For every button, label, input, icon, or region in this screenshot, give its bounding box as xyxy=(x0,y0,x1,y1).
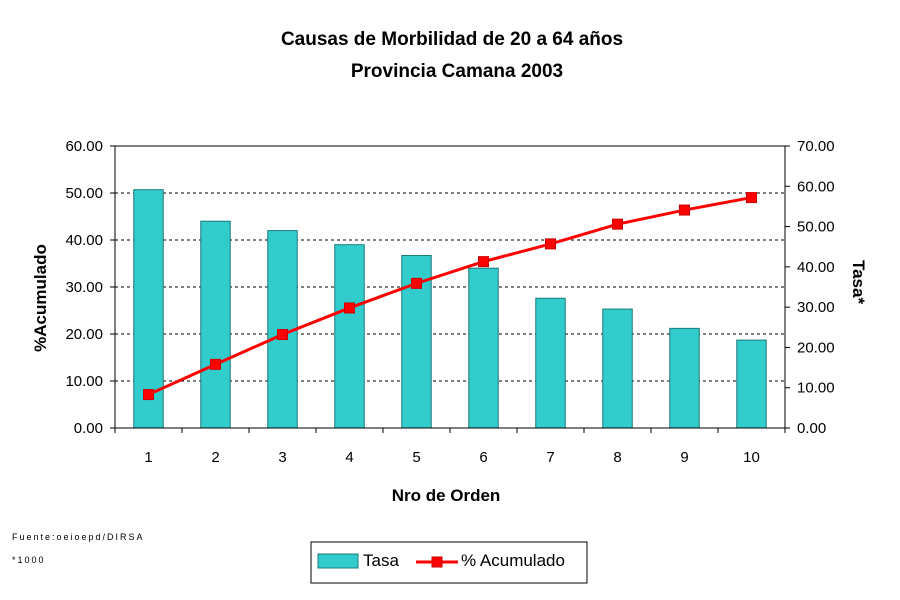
bar xyxy=(468,267,499,429)
line-point xyxy=(679,204,690,216)
line-point xyxy=(210,358,221,370)
x-tick-label: 5 xyxy=(412,449,420,466)
right-tick-label: 10.00 xyxy=(797,380,835,397)
line-point xyxy=(612,218,623,230)
source-note: Fuente:oeioepd/DIRSA xyxy=(12,532,145,542)
right-tick-label: 40.00 xyxy=(797,259,835,276)
left-tick-label: 10.00 xyxy=(65,373,103,390)
right-tick-label: 50.00 xyxy=(797,219,835,236)
legend-swatch-tasa xyxy=(317,553,359,569)
line-point xyxy=(411,277,422,289)
x-tick-label: 6 xyxy=(479,449,487,466)
left-tick-label: 50.00 xyxy=(65,185,103,202)
line-point xyxy=(746,192,757,204)
legend: Tasa % Acumulado xyxy=(310,541,588,584)
left-tick-label: 30.00 xyxy=(65,279,103,296)
footnote: *1000 xyxy=(12,555,46,565)
series-line xyxy=(147,196,752,396)
line-point xyxy=(277,329,288,341)
right-tick-label: 70.00 xyxy=(797,138,835,155)
bar xyxy=(133,189,164,429)
legend-marker-acumulado xyxy=(431,556,443,568)
bar xyxy=(200,220,231,429)
legend-label-acumulado: % Acumulado xyxy=(461,551,565,570)
right-tick-label: 30.00 xyxy=(797,299,835,316)
right-tick-label: 60.00 xyxy=(797,178,835,195)
right-tick-label: 0.00 xyxy=(797,420,826,437)
bar xyxy=(602,308,633,429)
left-tick-label: 40.00 xyxy=(65,232,103,249)
bar xyxy=(334,244,365,429)
x-tick-label: 2 xyxy=(211,449,219,466)
legend-label-tasa: Tasa xyxy=(363,551,399,570)
x-tick-label: 4 xyxy=(345,449,353,466)
line-series xyxy=(143,192,757,401)
left-tick-label: 60.00 xyxy=(65,138,103,155)
line-point xyxy=(143,389,154,401)
right-axis-title: Tasa* xyxy=(849,260,868,304)
chart-subtitle: Provincia Camana 2003 xyxy=(351,61,563,82)
bar xyxy=(669,327,700,429)
line-point xyxy=(478,256,489,268)
right-tick-label: 20.00 xyxy=(797,339,835,356)
x-axis-title: Nro de Orden xyxy=(392,486,501,505)
bar-series xyxy=(133,189,767,429)
left-tick-label: 20.00 xyxy=(65,326,103,343)
x-tick-label: 10 xyxy=(743,449,760,466)
axis-ticks: 0.00 10.00 20.00 30.00 40.00 50.00 60.00 0.00 10… xyxy=(65,138,834,466)
left-axis-title: %Acumulado xyxy=(31,244,50,352)
line-point xyxy=(545,238,556,250)
x-tick-label: 8 xyxy=(613,449,621,466)
left-tick-label: 0.00 xyxy=(74,420,103,437)
chart-title: Causas de Morbilidad de 20 a 64 años xyxy=(281,29,623,50)
bar xyxy=(736,339,767,429)
line-point xyxy=(344,302,355,314)
x-tick-label: 9 xyxy=(680,449,688,466)
x-tick-label: 3 xyxy=(278,449,286,466)
x-tick-label: 1 xyxy=(144,449,152,466)
x-tick-label: 7 xyxy=(546,449,554,466)
bar xyxy=(535,297,566,429)
